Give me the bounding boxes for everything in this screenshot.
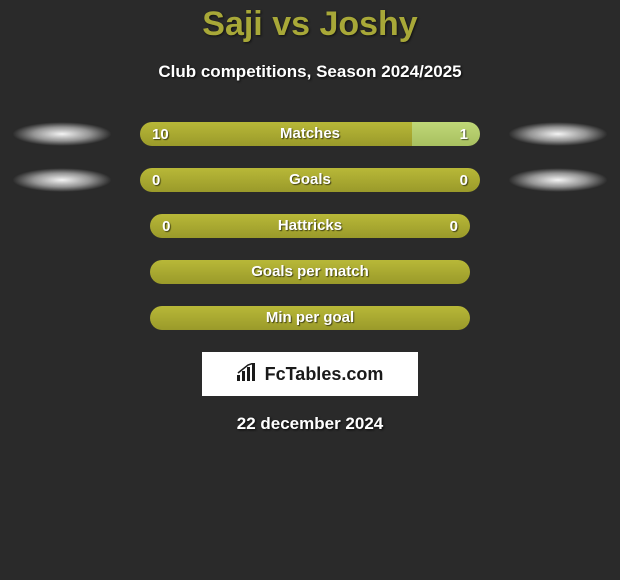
- bar-segment-left: 10: [140, 122, 412, 146]
- stat-value-right: 0: [450, 218, 458, 235]
- watermark-badge: FcTables.com: [202, 352, 418, 396]
- subtitle: Club competitions, Season 2024/2025: [0, 62, 620, 82]
- stat-row: 00Hattricks: [0, 214, 620, 238]
- bar-segment-right: 1: [412, 122, 480, 146]
- chart-icon: [237, 363, 259, 386]
- comparison-card: Saji vs Joshy Club competitions, Season …: [0, 0, 620, 434]
- bar-segment-full: 00: [140, 168, 480, 192]
- bar-segment-full: [150, 306, 470, 330]
- stats-list: 101Matches00Goals00HattricksGoals per ma…: [0, 122, 620, 330]
- page-title: Saji vs Joshy: [0, 5, 620, 44]
- watermark-text: FcTables.com: [265, 364, 384, 385]
- stat-bar: 101Matches: [140, 122, 480, 146]
- bar-segment-full: 00: [150, 214, 470, 238]
- stat-value-left: 0: [162, 218, 170, 235]
- stat-value-right: 0: [460, 172, 468, 189]
- stat-bar: Goals per match: [150, 260, 470, 284]
- stat-row: 101Matches: [0, 122, 620, 146]
- stat-bar: Min per goal: [150, 306, 470, 330]
- player-shadow-left: [12, 122, 112, 146]
- date-label: 22 december 2024: [0, 414, 620, 434]
- stat-row: 00Goals: [0, 168, 620, 192]
- stat-value-left: 0: [152, 172, 160, 189]
- player-shadow-right: [508, 168, 608, 192]
- stat-bar: 00Goals: [140, 168, 480, 192]
- player-shadow-left: [12, 168, 112, 192]
- stat-row: Min per goal: [0, 306, 620, 330]
- bar-segment-full: [150, 260, 470, 284]
- player-shadow-right: [508, 122, 608, 146]
- stat-bar: 00Hattricks: [150, 214, 470, 238]
- stat-row: Goals per match: [0, 260, 620, 284]
